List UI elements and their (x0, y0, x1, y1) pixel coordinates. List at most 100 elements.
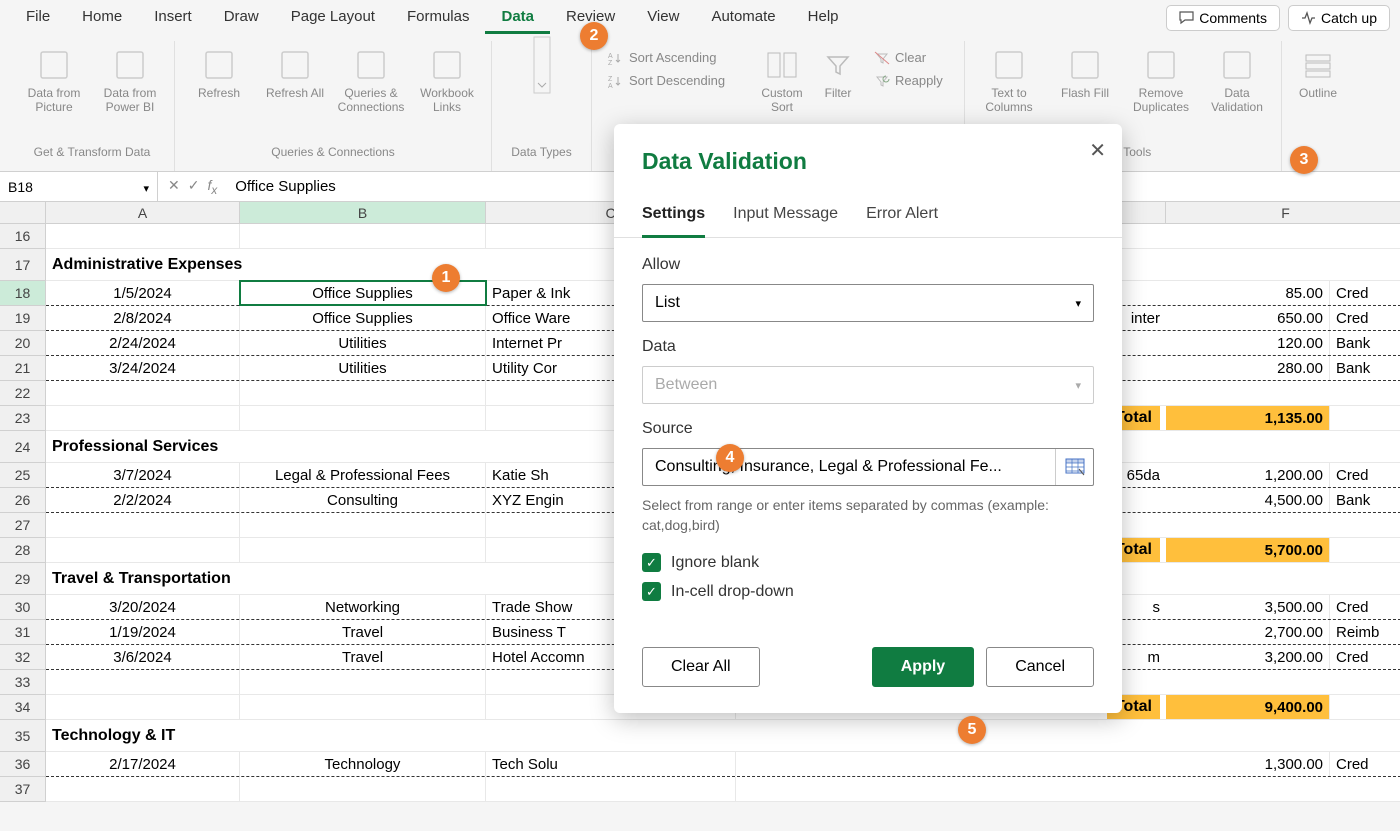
cell[interactable] (240, 777, 486, 801)
cell[interactable]: Office Supplies (240, 306, 486, 330)
cell[interactable]: Bank (1330, 356, 1400, 380)
cell[interactable]: 1/19/2024 (46, 620, 240, 644)
refresh-button[interactable]: Refresh (183, 41, 255, 141)
workbook-links-button[interactable]: Workbook Links (411, 41, 483, 141)
cell[interactable] (46, 670, 240, 694)
row-header-21[interactable]: 21 (0, 356, 46, 381)
cell[interactable] (240, 513, 486, 537)
row-header-24[interactable]: 24 (0, 431, 46, 463)
cell[interactable]: 3/24/2024 (46, 356, 240, 380)
dialog-tab-error-alert[interactable]: Error Alert (866, 197, 938, 237)
row-header-28[interactable]: 28 (0, 538, 46, 563)
comments-button[interactable]: Comments (1166, 5, 1280, 31)
menu-item-automate[interactable]: Automate (695, 2, 791, 34)
cell[interactable]: Bank (1330, 331, 1400, 355)
menu-item-formulas[interactable]: Formulas (391, 2, 486, 34)
incell-dropdown-checkbox[interactable]: ✓ In-cell drop-down (642, 582, 1094, 601)
row-header-16[interactable]: 16 (0, 224, 46, 249)
cell-amount[interactable]: 650.00 (1166, 306, 1330, 330)
cell-amount[interactable]: 1,300.00 (1166, 752, 1330, 776)
cell[interactable]: Consulting (240, 488, 486, 512)
row-header-20[interactable]: 20 (0, 331, 46, 356)
cell[interactable] (46, 224, 240, 248)
cell[interactable] (46, 538, 240, 562)
reapply-button[interactable]: Reapply (872, 70, 950, 91)
row-header-32[interactable]: 32 (0, 645, 46, 670)
cancel-formula-icon[interactable]: ✕ (168, 177, 180, 197)
menu-item-page-layout[interactable]: Page Layout (275, 2, 391, 34)
cell[interactable]: Utilities (240, 331, 486, 355)
cell[interactable]: Cred (1330, 463, 1400, 487)
cell[interactable] (240, 670, 486, 694)
menu-item-draw[interactable]: Draw (208, 2, 275, 34)
sort-descending-button[interactable]: ZASort Descending (606, 70, 744, 91)
cell[interactable] (240, 224, 486, 248)
clear-filter-button[interactable]: Clear (872, 47, 950, 68)
cell-amount[interactable]: 4,500.00 (1166, 488, 1330, 512)
cell[interactable]: 2/17/2024 (46, 752, 240, 776)
cell[interactable]: 3/20/2024 (46, 595, 240, 619)
cell[interactable]: Bank (1330, 488, 1400, 512)
range-picker-button[interactable] (1055, 449, 1093, 485)
queries-connections-button[interactable]: Queries & Connections (335, 41, 407, 141)
cell[interactable]: Legal & Professional Fees (240, 463, 486, 487)
cell[interactable] (240, 381, 486, 405)
row-header-34[interactable]: 34 (0, 695, 46, 720)
accept-formula-icon[interactable]: ✓ (188, 177, 200, 197)
cell-amount[interactable]: 120.00 (1166, 331, 1330, 355)
cell[interactable]: Cred (1330, 752, 1400, 776)
column-header-B[interactable]: B (240, 202, 486, 224)
cell[interactable]: Cred (1330, 595, 1400, 619)
row-header-25[interactable]: 25 (0, 463, 46, 488)
cell[interactable]: 2/2/2024 (46, 488, 240, 512)
cell[interactable]: Networking (240, 595, 486, 619)
menu-item-data[interactable]: Data (485, 2, 550, 34)
data-types-gallery[interactable] (522, 41, 562, 141)
cell-amount[interactable]: 2,700.00 (1166, 620, 1330, 644)
cell[interactable]: Cred (1330, 281, 1400, 305)
cell[interactable] (46, 406, 240, 430)
cell[interactable]: 3/6/2024 (46, 645, 240, 669)
cell[interactable]: Technology & IT (46, 720, 736, 751)
cell-amount[interactable]: 280.00 (1166, 356, 1330, 380)
cell[interactable] (240, 406, 486, 430)
cancel-button[interactable]: Cancel (986, 647, 1094, 687)
name-box[interactable]: B18 (0, 172, 158, 201)
source-input[interactable]: Consulting, Insurance, Legal & Professio… (643, 458, 1055, 476)
cell[interactable]: 1/5/2024 (46, 281, 240, 305)
outline-button[interactable]: Outline (1290, 41, 1346, 141)
row-header-18[interactable]: 18 (0, 281, 46, 306)
cell[interactable] (46, 513, 240, 537)
row-header-29[interactable]: 29 (0, 563, 46, 595)
row-header-30[interactable]: 30 (0, 595, 46, 620)
refresh-all-button[interactable]: Refresh All (259, 41, 331, 141)
cell[interactable] (486, 777, 736, 801)
cell[interactable]: Travel (240, 620, 486, 644)
data-from-power-bi-button[interactable]: Data from Power BI (94, 41, 166, 141)
cell[interactable]: 2/8/2024 (46, 306, 240, 330)
cell[interactable]: Tech Solu (486, 752, 736, 776)
row-header-23[interactable]: 23 (0, 406, 46, 431)
cell[interactable]: Travel (240, 645, 486, 669)
cell[interactable]: 3/7/2024 (46, 463, 240, 487)
row-header-31[interactable]: 31 (0, 620, 46, 645)
select-all-corner[interactable] (0, 202, 46, 224)
cell[interactable]: Technology (240, 752, 486, 776)
dialog-tab-input-message[interactable]: Input Message (733, 197, 838, 237)
dialog-tab-settings[interactable]: Settings (642, 197, 705, 238)
menu-item-help[interactable]: Help (792, 2, 855, 34)
menu-item-view[interactable]: View (631, 2, 695, 34)
menu-item-file[interactable]: File (10, 2, 66, 34)
cell[interactable] (46, 777, 240, 801)
row-header-36[interactable]: 36 (0, 752, 46, 777)
cell[interactable]: 2/24/2024 (46, 331, 240, 355)
row-header-37[interactable]: 37 (0, 777, 46, 802)
allow-select[interactable]: List (642, 284, 1094, 322)
row-header-19[interactable]: 19 (0, 306, 46, 331)
catchup-button[interactable]: Catch up (1288, 5, 1390, 31)
column-header-A[interactable]: A (46, 202, 240, 224)
remove-duplicates-button[interactable]: Remove Duplicates (1125, 41, 1197, 141)
cell[interactable] (46, 695, 240, 719)
cell-amount[interactable]: 3,500.00 (1166, 595, 1330, 619)
cell-amount[interactable]: 85.00 (1166, 281, 1330, 305)
